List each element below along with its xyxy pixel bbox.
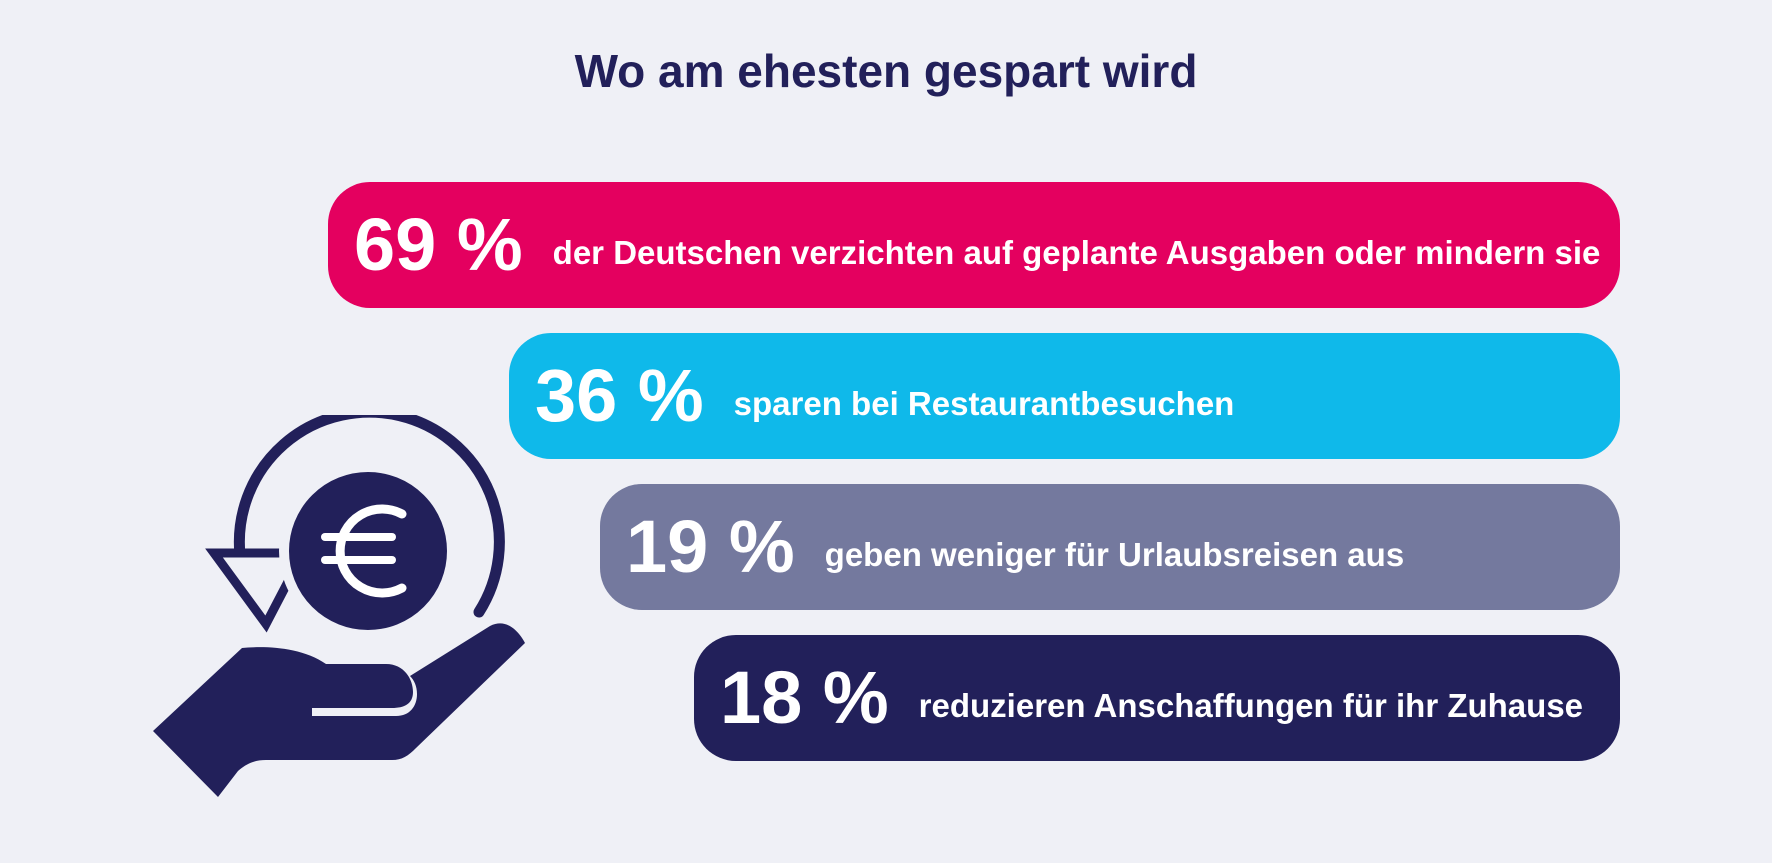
bar-label: reduzieren Anschaffungen für ihr Zuhause [918,686,1584,724]
bar-19-percent: 19 % geben weniger für Urlaubsreisen aus [600,484,1620,610]
hand-euro-icon [150,406,530,805]
bar-18-percent: 18 % reduzieren Anschaffungen für ihr Zu… [694,635,1620,761]
bar-69-percent: 69 % der Deutschen verzichten auf geplan… [328,182,1620,308]
bar-value: 18 % [720,656,889,739]
bar-value: 36 % [535,354,704,437]
bar-36-percent: 36 % sparen bei Restaurantbesuchen [509,333,1620,459]
bar-label: geben weniger für Urlaubsreisen aus [824,535,1405,573]
chart-title: Wo am ehesten gespart wird [574,45,1198,97]
bar-label: sparen bei Restaurantbesuchen [733,384,1235,422]
bar-label: der Deutschen verzichten auf geplante Au… [552,233,1601,271]
bar-value: 19 % [626,505,795,588]
bar-value: 69 % [354,203,523,286]
